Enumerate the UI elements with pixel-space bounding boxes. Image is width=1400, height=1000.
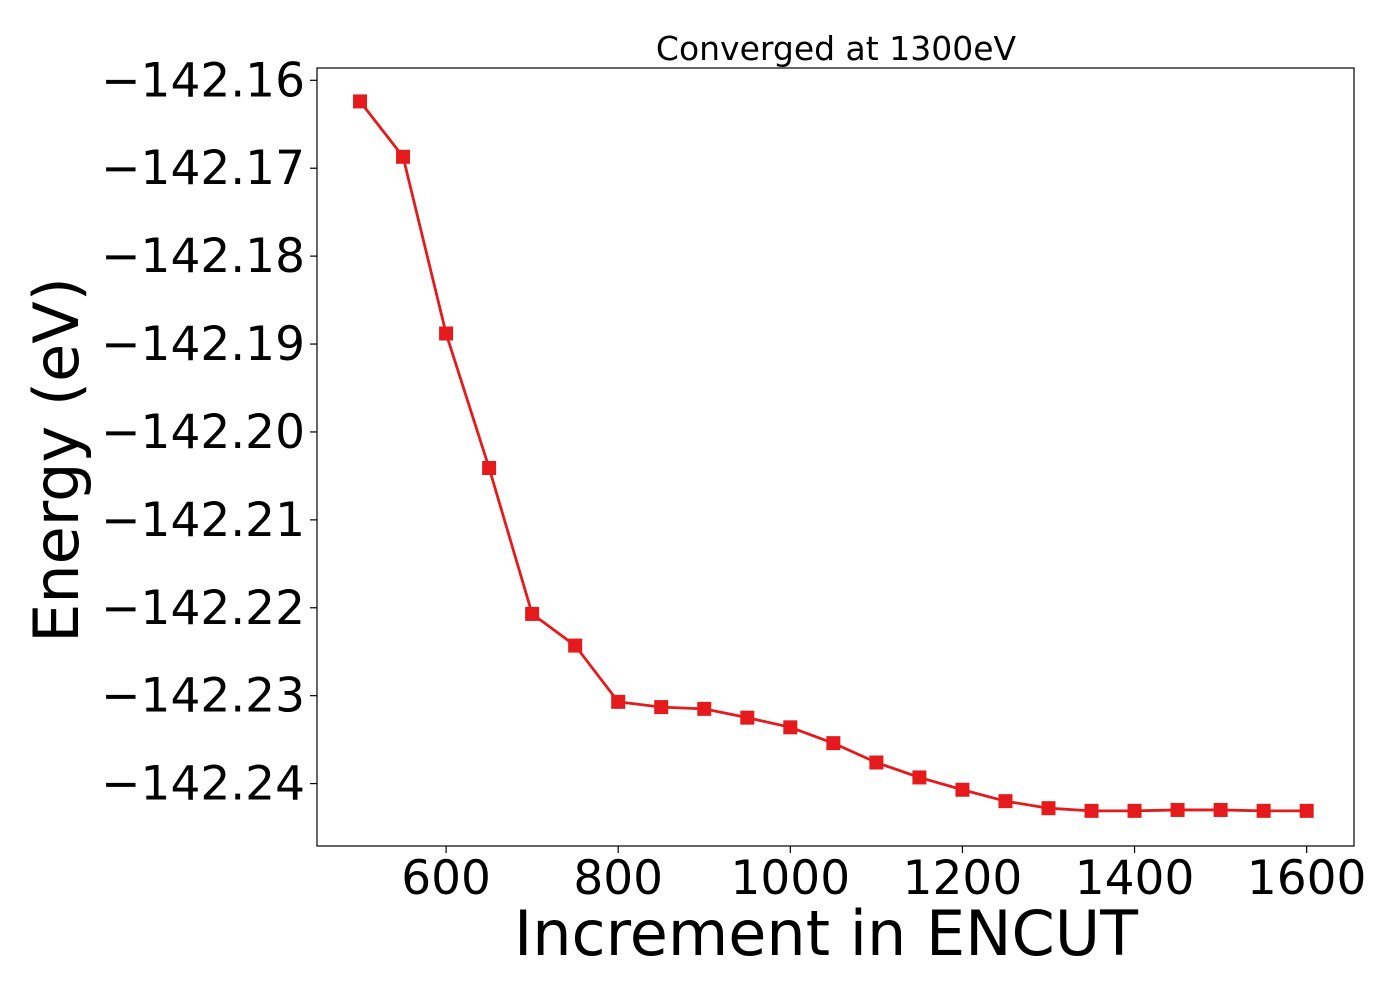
y-tick-label: −142.23 — [101, 669, 305, 724]
chart-title: Converged at 1300eV — [656, 29, 1017, 68]
data-point-marker — [826, 736, 841, 751]
x-tick-label: 1200 — [903, 851, 1023, 906]
data-point-marker — [1084, 803, 1099, 818]
x-axis-title: Increment in ENCUT — [514, 897, 1139, 970]
data-point-marker — [869, 755, 884, 770]
data-point-marker — [482, 460, 497, 475]
data-point-marker — [353, 94, 368, 109]
data-point-marker — [568, 638, 583, 653]
data-point-marker — [912, 770, 927, 785]
data-point-marker — [1256, 803, 1271, 818]
y-tick-label: −142.19 — [101, 317, 305, 372]
data-point-marker — [1299, 803, 1314, 818]
x-tick-label: 1400 — [1075, 851, 1195, 906]
y-tick-label: −142.21 — [101, 493, 305, 548]
data-point-marker — [525, 606, 540, 621]
y-tick-label: −142.16 — [101, 53, 305, 108]
x-tick-label: 600 — [401, 851, 491, 906]
y-tick-label: −142.24 — [101, 757, 305, 812]
x-axis-ticks: 600 800 1000 1200 1400 1600 — [401, 846, 1366, 906]
y-tick-label: −142.20 — [101, 405, 305, 460]
data-point-marker — [998, 794, 1013, 809]
data-point-marker — [439, 326, 454, 341]
data-point-marker — [1127, 803, 1142, 818]
plot-area-frame — [316, 67, 1355, 847]
data-point-marker — [740, 710, 755, 725]
y-axis-ticks: −142.16 −142.17 −142.18 −142.19 −142.20 −142.… — [101, 53, 317, 812]
data-point-marker — [955, 782, 970, 797]
y-tick-label: −142.18 — [101, 229, 305, 284]
x-tick-label: 800 — [573, 851, 663, 906]
y-tick-label: −142.17 — [101, 141, 305, 196]
x-tick-label: 1600 — [1247, 851, 1367, 906]
data-point-marker — [611, 694, 626, 709]
series-layer — [353, 94, 1314, 818]
y-axis-title: Energy (eV) — [20, 277, 93, 643]
data-point-marker — [1041, 801, 1056, 816]
data-point-marker — [697, 701, 712, 716]
data-point-marker — [1170, 802, 1185, 817]
data-point-marker — [1213, 802, 1228, 817]
y-tick-label: −142.22 — [101, 581, 305, 636]
data-point-marker — [396, 149, 411, 164]
data-point-marker — [783, 720, 798, 735]
x-tick-label: 1000 — [731, 851, 851, 906]
data-point-marker — [654, 700, 669, 715]
